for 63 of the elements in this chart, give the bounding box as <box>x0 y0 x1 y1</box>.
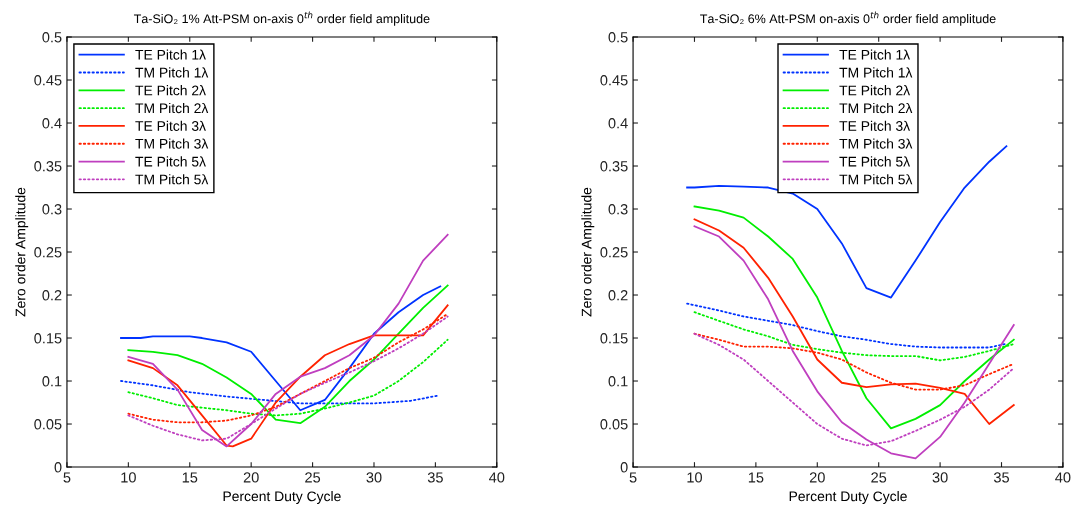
y-tick-label: 0.5 <box>608 32 628 43</box>
legend-label: TE Pitch 3λ <box>135 120 206 131</box>
y-tick-label: 0.3 <box>42 204 62 215</box>
x-tick-label: 35 <box>993 472 1010 483</box>
legend-label: TE Pitch 1λ <box>135 49 206 60</box>
line-series <box>686 302 1007 349</box>
y-tick-label: 0.1 <box>608 376 628 387</box>
line-series <box>127 233 449 448</box>
y-tick-label: 0.25 <box>600 247 628 258</box>
x-tick-label: 15 <box>748 472 764 483</box>
legend-label: TM Pitch 5λ <box>839 174 913 185</box>
y-tick-label: 0.4 <box>608 118 628 129</box>
chart-title: Ta-SiO₂ 6% Att-PSM on-axis 0$^{th}$ order field amplitude <box>700 11 996 26</box>
y-tick-label: 0.35 <box>34 161 62 172</box>
legend-label: TM Pitch 3λ <box>839 138 913 149</box>
y-tick-label: 0.15 <box>34 333 62 344</box>
x-tick-label: 25 <box>871 472 887 483</box>
legend-label: TE Pitch 1λ <box>839 49 910 60</box>
y-tick-label: 0.1 <box>42 376 62 387</box>
legend-label: TM Pitch 5λ <box>135 174 209 185</box>
legend-label: TM Pitch 3λ <box>135 138 209 149</box>
legend-label: TE Pitch 3λ <box>839 120 910 131</box>
x-tick-label: 15 <box>182 472 198 483</box>
legend-label: TM Pitch 2λ <box>135 102 209 114</box>
y-tick-label: 0 <box>54 462 62 473</box>
legend-label: TE Pitch 2λ <box>839 85 910 96</box>
x-tick-label: 5 <box>629 472 637 483</box>
y-tick-label: 0.2 <box>608 290 628 301</box>
x-tick-label: 40 <box>489 472 505 483</box>
legend-label: TE Pitch 5λ <box>135 156 206 167</box>
x-tick-label: 40 <box>1055 472 1071 483</box>
y-tick-label: 0.4 <box>42 118 62 129</box>
x-tick-label: 20 <box>243 472 259 483</box>
line-series <box>693 225 1015 460</box>
y-tick-label: 0.15 <box>600 333 628 344</box>
x-tick-label: 10 <box>687 472 703 483</box>
legend-label: TM Pitch 2λ <box>839 102 913 114</box>
y-tick-label: 0.45 <box>34 75 62 86</box>
y-tick-label: 0.25 <box>34 247 62 258</box>
x-tick-label: 20 <box>809 472 825 483</box>
x-tick-label: 30 <box>932 472 948 483</box>
y-axis-title: Zero order Amplitude <box>581 187 595 317</box>
x-axis-title: Percent Duty Cycle <box>223 491 341 504</box>
x-tick-label: 25 <box>305 472 321 483</box>
y-tick-label: 0.5 <box>42 32 62 43</box>
y-tick-label: 0.2 <box>42 290 62 301</box>
chart-title: Ta-SiO₂ 1% Att-PSM on-axis 0$^{th}$ order field amplitude <box>133 11 430 26</box>
x-axis-title: Percent Duty Cycle <box>789 491 907 504</box>
y-tick-label: 0.05 <box>600 419 628 430</box>
x-tick-label: 30 <box>366 472 382 483</box>
legend-label: TM Pitch 1λ <box>839 67 913 78</box>
y-tick-label: 0.3 <box>608 204 628 215</box>
y-tick-label: 0 <box>620 462 628 473</box>
y-tick-label: 0.35 <box>600 161 628 172</box>
legend-label: TE Pitch 5λ <box>839 156 910 167</box>
legend-label: TM Pitch 1λ <box>135 67 209 78</box>
y-tick-label: 0.05 <box>34 419 62 430</box>
x-tick-label: 35 <box>427 472 443 483</box>
x-tick-label: 5 <box>63 472 71 483</box>
y-axis-title: Zero order Amplitude <box>15 187 29 317</box>
y-tick-label: 0.45 <box>600 75 628 86</box>
legend-label: TE Pitch 2λ <box>135 85 206 96</box>
x-tick-label: 10 <box>121 472 136 483</box>
